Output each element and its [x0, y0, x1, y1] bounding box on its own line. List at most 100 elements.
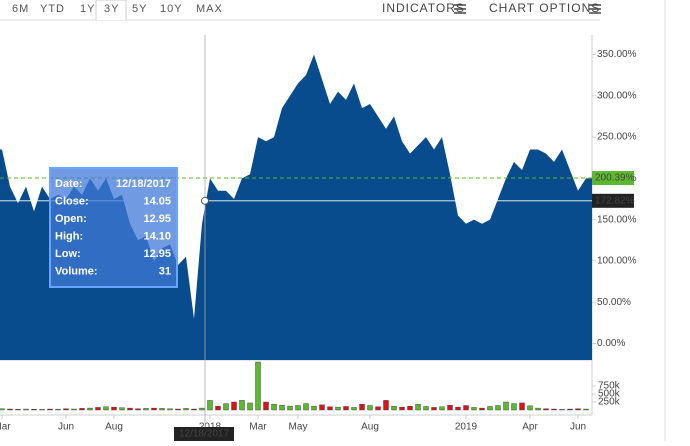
y-tick-label: 100.00% [597, 256, 637, 267]
volume-bar [423, 406, 429, 411]
range-button[interactable]: YTD [40, 3, 65, 15]
tooltip-value: 12.95 [143, 213, 171, 225]
volume-bar [159, 408, 165, 411]
volume-bar [207, 400, 213, 411]
volume-bar [407, 405, 413, 411]
chart-options-icon[interactable] [589, 4, 601, 14]
volume-bar [255, 361, 261, 411]
volume-bar [439, 406, 445, 411]
crosshair-point [201, 196, 209, 205]
volume-bar [527, 405, 533, 411]
volume-bar [167, 408, 173, 411]
x-tick-label: Jun [570, 422, 586, 433]
last-price-badge [592, 171, 634, 186]
tooltip-box [49, 167, 178, 288]
volume-bar [463, 405, 469, 411]
x-tick-label: 2019 [455, 422, 478, 433]
volume-bar [183, 408, 189, 411]
volume-bar [575, 408, 581, 411]
volume-bar [391, 405, 397, 411]
volume-bar [271, 404, 277, 411]
volume-bar [7, 408, 13, 411]
volume-bar [511, 403, 517, 411]
volume-bar [79, 408, 85, 411]
volume-bar [119, 407, 125, 411]
volume-bar [487, 406, 493, 411]
y-tick-label: 0.00% [597, 338, 625, 349]
volume-bar [455, 406, 461, 411]
volume-bar [375, 406, 381, 411]
volume-bar [87, 407, 93, 411]
x-tick-label: Mar [0, 422, 11, 433]
volume-bar [31, 409, 37, 411]
volume-bar [447, 405, 453, 411]
selected-range-box [95, 0, 127, 20]
volume-bar [567, 408, 573, 411]
tooltip-value: 12/18/2017 [116, 178, 171, 190]
volume-bar [15, 409, 21, 411]
tooltip-label: Volume: [55, 265, 98, 277]
y-tick-label: 250k [598, 397, 621, 408]
x-tick-label: Apr [522, 422, 538, 433]
range-button[interactable]: 10Y [160, 3, 183, 15]
volume-bar [327, 406, 333, 411]
volume-bar [471, 407, 477, 411]
volume-bar [551, 408, 557, 411]
tooltip-label: Low: [55, 248, 81, 260]
volume-bar [503, 401, 509, 411]
range-button[interactable]: MAX [196, 3, 223, 15]
volume-bar [135, 408, 141, 411]
range-button[interactable]: 6M [12, 3, 29, 15]
volume-bar [0, 408, 5, 411]
y-tick-label: 500k [598, 389, 621, 400]
x-tick-label: Jun [58, 422, 74, 433]
volume-bar [231, 401, 237, 411]
date-label: 12/18/2017 [179, 429, 229, 440]
volume-bar [175, 408, 181, 411]
range-button[interactable]: 1Y [80, 3, 95, 15]
volume-bar [583, 408, 589, 411]
volume-bar [199, 407, 205, 411]
volume-bar [127, 407, 133, 411]
volume-bar [559, 409, 565, 411]
volume-bar [431, 407, 437, 411]
indicators-icon[interactable] [454, 4, 466, 14]
x-tick-label: Aug [361, 422, 379, 433]
x-tick-label: Mar [249, 422, 267, 433]
volume-bar [239, 400, 245, 411]
volume-bar [519, 402, 525, 411]
y-tick-label: 50.00% [597, 297, 631, 308]
date-badge [174, 427, 234, 441]
tooltip-value: 14.10 [143, 230, 171, 242]
range-button[interactable]: 3Y [104, 3, 119, 15]
volume-bar [399, 406, 405, 411]
tooltip-value: 31 [159, 265, 171, 277]
volume-bar [383, 400, 389, 411]
volume-bar [311, 405, 317, 411]
volume-bar [215, 405, 221, 411]
volume-bar [415, 404, 421, 411]
chart-options-button[interactable]: CHART OPTIONS [489, 1, 600, 15]
tooltip-label: Open: [55, 213, 87, 225]
volume-bar [359, 404, 365, 411]
y-tick-label: 300.00% [597, 90, 637, 101]
volume-bar [287, 405, 293, 411]
volume-bar [143, 408, 149, 411]
volume-bar [39, 409, 45, 411]
volume-bar [71, 408, 77, 411]
tooltip-label: High: [55, 230, 83, 242]
volume-bar [351, 407, 357, 411]
volume-bar [47, 408, 53, 411]
y-tick-label: 750k [598, 381, 621, 392]
indicators-button[interactable]: INDICATORS [382, 1, 465, 15]
tooltip-label: Close: [55, 195, 89, 207]
last-price-label: 200.39% [595, 173, 635, 184]
volume-bar [111, 406, 117, 411]
volume-bar [543, 408, 549, 411]
volume-bar [95, 407, 101, 411]
volume-bar [223, 403, 229, 411]
range-button[interactable]: 5Y [132, 3, 147, 15]
volume-bar [191, 408, 197, 411]
volume-bar [343, 406, 349, 411]
